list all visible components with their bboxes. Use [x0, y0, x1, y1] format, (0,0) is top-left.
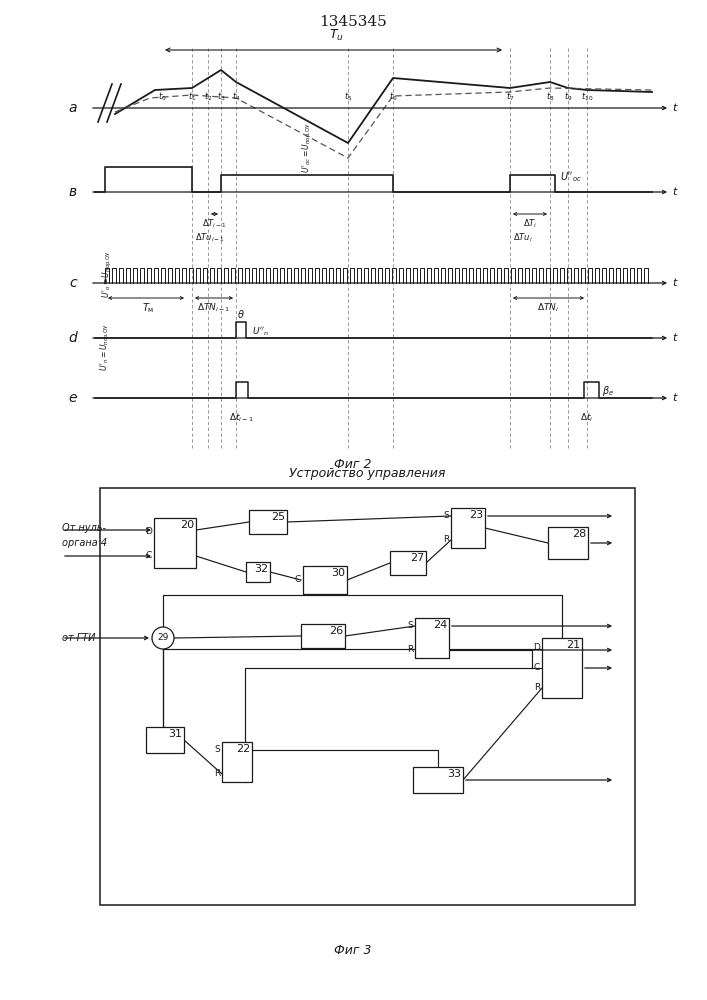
Text: $t_5$: $t_5$ [344, 91, 352, 103]
Text: 33: 33 [447, 769, 461, 779]
Text: $\beta_e$: $\beta_e$ [602, 384, 614, 398]
Text: e: e [69, 391, 77, 405]
Text: $t_{10}$: $t_{10}$ [581, 91, 593, 103]
Bar [548, 527, 588, 559]
Text: t: t [672, 333, 677, 343]
Text: $\Delta t_i$: $\Delta t_i$ [580, 411, 594, 424]
Text: $U''_n$: $U''_n$ [252, 325, 269, 338]
Text: 25: 25 [271, 512, 285, 522]
Text: 20: 20 [180, 520, 194, 530]
Text: a: a [69, 101, 77, 115]
Text: $t_4$: $t_4$ [232, 91, 240, 103]
Bar [415, 618, 449, 658]
Text: 24: 24 [433, 620, 447, 630]
Text: $T_\text{м}$: $T_\text{м}$ [142, 301, 155, 315]
Text: в: в [69, 185, 77, 199]
Text: 21: 21 [566, 640, 580, 650]
Text: 22: 22 [235, 744, 250, 754]
Text: 28: 28 [572, 529, 586, 539]
Text: $t_9$: $t_9$ [563, 91, 572, 103]
Bar [146, 727, 184, 753]
Bar [246, 562, 270, 582]
Text: $U'_{oc}=U_{\text{пор.ОУ}}$: $U'_{oc}=U_{\text{пор.ОУ}}$ [300, 122, 313, 173]
Text: d: d [69, 331, 77, 345]
Text: D: D [145, 526, 152, 536]
Bar [451, 508, 485, 548]
Text: R: R [214, 770, 220, 778]
Text: C: C [295, 576, 301, 584]
Text: Устройство управления: Устройство управления [289, 467, 445, 480]
Text: S: S [443, 512, 449, 520]
Text: 1345345: 1345345 [319, 15, 387, 29]
Text: $t_3$: $t_3$ [217, 91, 226, 103]
Text: $t_0$: $t_0$ [158, 91, 166, 103]
Text: t: t [672, 393, 677, 403]
Text: $\Delta Tu_{i-1}$: $\Delta Tu_{i-1}$ [195, 232, 225, 244]
Text: C: C [146, 550, 152, 560]
Text: t: t [672, 278, 677, 288]
Text: $U'_n=U_{\text{пор.ОУ}}$: $U'_n=U_{\text{пор.ОУ}}$ [98, 323, 112, 371]
Text: S: S [214, 746, 220, 754]
Text: $\Delta Tu_i$: $\Delta Tu_i$ [513, 232, 533, 244]
Text: $t_6$: $t_6$ [389, 91, 397, 103]
Text: $t_1$: $t_1$ [188, 91, 197, 103]
Bar [542, 638, 582, 698]
Text: S: S [407, 621, 413, 631]
Text: $T_u$: $T_u$ [329, 28, 344, 43]
Text: $t_8$: $t_8$ [546, 91, 554, 103]
Text: $U''_{oc}$: $U''_{oc}$ [560, 170, 582, 184]
Text: R: R [443, 536, 449, 544]
Text: t: t [672, 103, 677, 113]
Text: 30: 30 [331, 568, 345, 578]
Text: $t_2$: $t_2$ [204, 91, 212, 103]
Text: 31: 31 [168, 729, 182, 739]
Text: Фиг 2: Фиг 2 [334, 458, 372, 472]
Text: $\Delta T_i$: $\Delta T_i$ [522, 217, 537, 230]
Text: $t_7$: $t_7$ [506, 91, 514, 103]
Bar [390, 551, 426, 575]
Bar [249, 510, 287, 534]
Text: $\Delta TN_i$: $\Delta TN_i$ [537, 301, 559, 314]
Text: R: R [407, 646, 413, 654]
Text: $\Delta T_{i-1}$: $\Delta T_{i-1}$ [202, 217, 227, 230]
Text: 32: 32 [254, 564, 268, 574]
Bar [413, 767, 463, 793]
Circle shape [152, 627, 174, 649]
Text: Фиг 3: Фиг 3 [334, 944, 372, 956]
Bar [100, 488, 635, 905]
Text: c: c [69, 276, 77, 290]
Text: D: D [533, 644, 540, 652]
Text: От нуль-: От нуль- [62, 523, 106, 533]
Text: $U'_o=U_{\text{пор.ОУ}}$: $U'_o=U_{\text{пор.ОУ}}$ [100, 250, 114, 298]
Text: 26: 26 [329, 626, 343, 636]
Text: от ГТИ: от ГТИ [62, 633, 95, 643]
Text: 29: 29 [158, 634, 169, 643]
Text: $\Delta TN_{i-1}$: $\Delta TN_{i-1}$ [197, 301, 230, 314]
Bar [154, 518, 196, 568]
Text: $\Delta t_{i-1}$: $\Delta t_{i-1}$ [228, 411, 253, 424]
Text: 23: 23 [469, 510, 483, 520]
Bar [303, 566, 347, 594]
Text: 27: 27 [410, 553, 424, 563]
Text: t: t [672, 187, 677, 197]
Text: органа 4: органа 4 [62, 538, 107, 548]
Text: $\theta$: $\theta$ [237, 308, 245, 320]
Bar [301, 624, 345, 648]
Text: R: R [534, 684, 540, 692]
Text: C: C [534, 664, 540, 672]
Bar [222, 742, 252, 782]
